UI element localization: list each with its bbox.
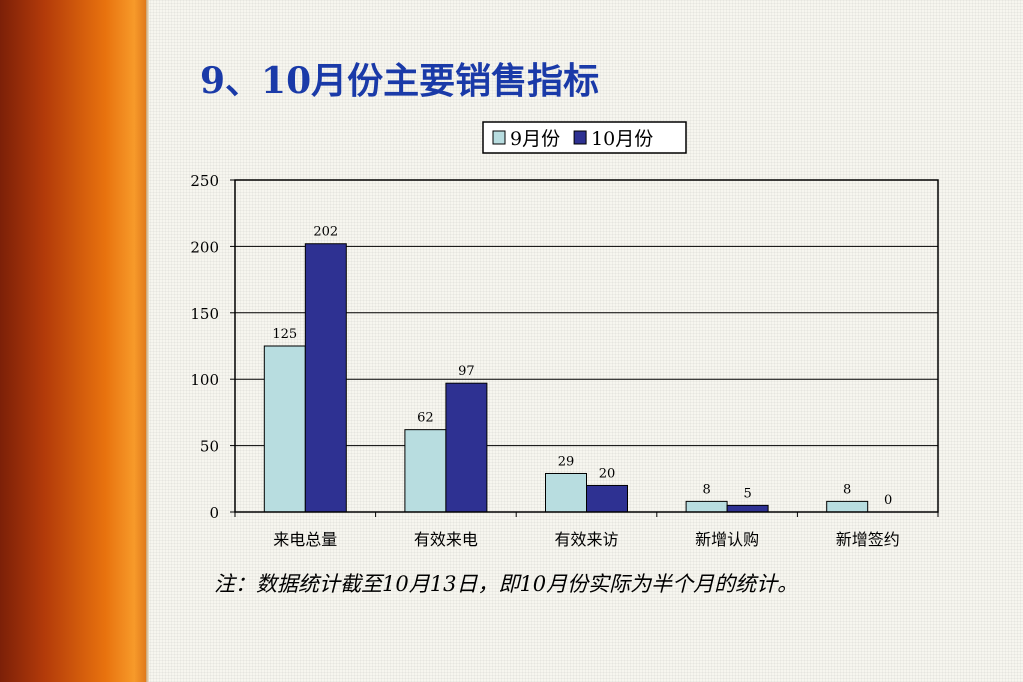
data-label: 0 — [884, 493, 892, 508]
page-title: 9、10月份主要销售指标 — [200, 60, 600, 102]
x-axis-label: 有效来电 — [414, 530, 478, 549]
y-tick-label: 50 — [200, 438, 219, 456]
y-tick-label: 100 — [190, 371, 219, 389]
bar — [263, 345, 306, 513]
data-label: 62 — [417, 411, 434, 426]
x-axis-label: 来电总量 — [273, 530, 337, 549]
x-axis-label: 新增签约 — [836, 530, 900, 549]
bar — [586, 484, 628, 513]
data-label: 29 — [558, 454, 575, 469]
y-tick-label: 150 — [190, 305, 219, 323]
data-label: 202 — [313, 225, 338, 240]
chart-legend: 9月份 10月份 — [482, 121, 687, 154]
x-axis-labels: 来电总量 有效来电 有效来访 新增认购 新增签约 — [234, 512, 939, 549]
y-tick-label: 200 — [190, 238, 219, 256]
decorative-side-band — [0, 0, 146, 682]
data-label: 5 — [743, 486, 751, 501]
legend-label: 10月份 — [591, 128, 653, 150]
y-tick-label: 0 — [209, 504, 219, 522]
y-tick-label: 250 — [190, 172, 219, 190]
legend-label: 9月份 — [510, 128, 560, 150]
bar — [545, 472, 587, 513]
plot-border — [234, 179, 939, 513]
bar — [404, 429, 447, 513]
legend-swatch — [492, 130, 506, 145]
data-label: 8 — [702, 482, 710, 497]
chart-gridlines — [235, 245, 938, 447]
plot-area-frame — [234, 179, 939, 513]
side-band-edge — [146, 0, 149, 682]
x-axis-label: 有效来访 — [554, 530, 618, 549]
data-label: 8 — [843, 482, 851, 497]
bar — [445, 382, 488, 513]
bar — [826, 500, 869, 513]
data-label: 97 — [458, 364, 475, 379]
data-label: 20 — [599, 466, 616, 481]
bar — [726, 504, 769, 513]
chart-bars — [263, 243, 869, 513]
legend-swatch — [573, 130, 587, 145]
bar — [685, 500, 728, 513]
data-label: 125 — [272, 327, 297, 342]
y-axis-ticks: 0 50 100 150 200 250 — [190, 172, 235, 522]
bar — [304, 243, 347, 513]
footnote: 注：数据统计截至10月13日，即10月份实际为半个月的统计。 — [214, 572, 799, 596]
data-labels: 125 202 62 97 29 20 8 5 8 0 — [272, 225, 892, 508]
x-axis-label: 新增认购 — [695, 530, 759, 549]
